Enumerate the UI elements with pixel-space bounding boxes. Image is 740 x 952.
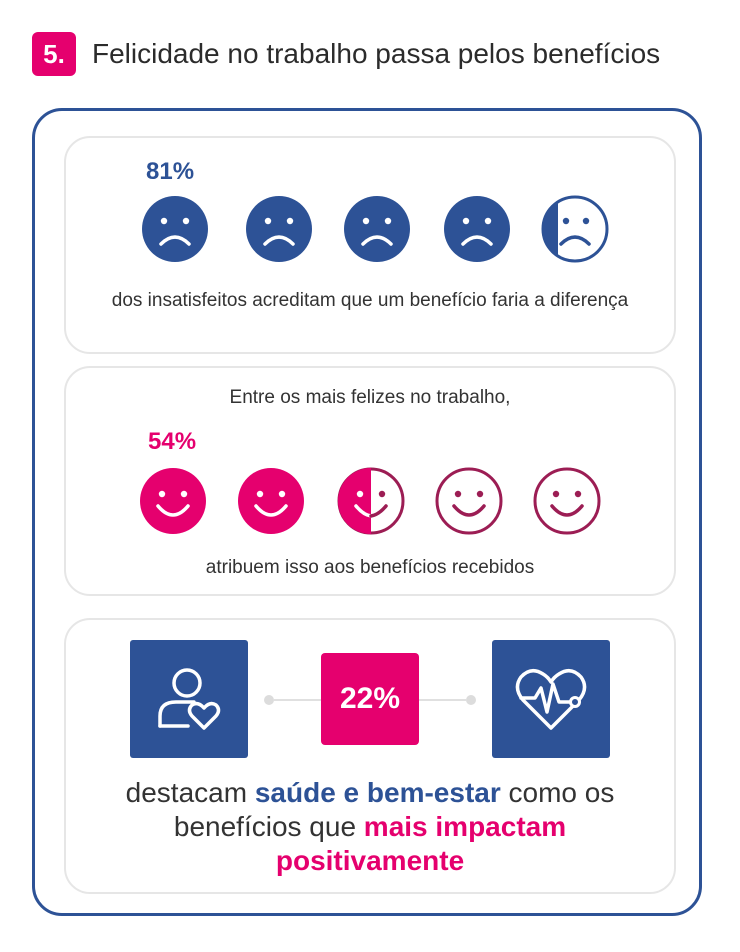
connector-line	[274, 699, 321, 701]
smile-face-outline-icon	[435, 467, 503, 535]
health-text-middle: como os benefícios que	[173, 777, 615, 842]
health-highlight-wellbeing: saúde e bem-estar	[254, 777, 501, 808]
connector-dot	[466, 695, 476, 705]
health-percent: 22%	[321, 653, 419, 745]
smile-face-half-icon	[337, 467, 405, 535]
connector-line	[419, 699, 466, 701]
happiest-percent: 54%	[148, 428, 197, 455]
user-heart-icon	[158, 668, 221, 730]
smile-face-icon	[140, 468, 206, 534]
sad-face-icon	[142, 196, 208, 262]
smile-face-outline-icon	[533, 467, 601, 535]
section-header: 5. Felicidade no trabalho passa pelos be…	[32, 32, 660, 76]
health-highlight-impact: mais impactam positivamente	[275, 811, 567, 876]
infographic-frame	[32, 108, 702, 916]
happiest-caption: atribuem isso aos benefícios recebidos	[205, 557, 535, 578]
smile-face-icon	[238, 468, 304, 534]
happiest-intro: Entre os mais felizes no trabalho,	[229, 387, 511, 408]
sad-face-icon	[344, 196, 410, 262]
heartbeat-tile	[492, 640, 610, 758]
health-statement: destacam saúde e bem-estar como os benef…	[80, 776, 660, 878]
dissatisfied-caption: dos insatisfeitos acreditam que um benef…	[111, 290, 629, 311]
heartbeat-icon	[515, 668, 587, 730]
sad-face-icon	[444, 196, 510, 262]
health-text-before: destacam	[125, 777, 248, 808]
sad-face-partial-icon	[541, 195, 609, 263]
sad-face-icon	[246, 196, 312, 262]
section-number-badge: 5.	[32, 32, 76, 76]
connector-dot	[264, 695, 274, 705]
user-heart-tile	[130, 640, 248, 758]
section-title: Felicidade no trabalho passa pelos benef…	[92, 38, 661, 69]
dissatisfied-percent: 81%	[146, 158, 195, 185]
